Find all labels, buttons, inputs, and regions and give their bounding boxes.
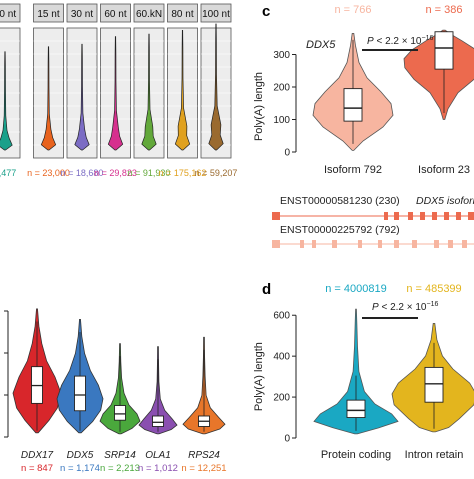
exon <box>412 240 417 248</box>
n-label: n = 23,000 <box>27 168 70 178</box>
exon <box>312 240 316 248</box>
x-category-label: DDX17 <box>21 450 54 461</box>
exon <box>434 240 439 248</box>
y-tick-label: 100 <box>273 115 290 126</box>
exon <box>456 212 461 220</box>
gene-isoform-label: DDX5 isoform <box>416 195 474 207</box>
box <box>434 31 454 70</box>
violin-shape <box>0 51 13 151</box>
violin-shape <box>74 43 90 151</box>
box <box>114 405 126 421</box>
n-label: 1,477 <box>0 168 16 178</box>
violin-shape <box>403 29 474 120</box>
y-tick-label: 200 <box>273 83 290 94</box>
box <box>343 88 363 122</box>
violin-shape <box>107 36 124 151</box>
exon <box>272 212 280 220</box>
x-category-label: SRP14 <box>104 450 136 461</box>
exon <box>468 212 474 220</box>
n-label: n = 485399 <box>406 283 461 295</box>
x-category-label: RPS24 <box>188 450 220 461</box>
facet-strip <box>133 3 165 23</box>
n-label: n = 386 <box>425 4 462 16</box>
exon <box>272 240 280 248</box>
facet-label: 100 nt <box>202 9 230 20</box>
facet-strip <box>167 3 198 23</box>
track-label: ENST00000225792 (792) <box>280 224 400 236</box>
violin-shape <box>141 33 157 151</box>
x-category-label: Isoform 792 <box>324 164 382 176</box>
box <box>424 366 444 403</box>
facet-strip <box>66 3 98 23</box>
n-label: n = 29,823 <box>94 168 137 178</box>
violin-shape <box>40 46 57 151</box>
x-category-label: Protein coding <box>321 449 391 461</box>
panel-d-letter: d <box>262 281 271 298</box>
exon <box>420 212 425 220</box>
facet-label: 80 nt <box>171 9 193 20</box>
facet-strip <box>200 3 232 23</box>
track-label: ENST00000581230 (230) <box>280 195 400 207</box>
exon <box>448 240 453 248</box>
violin-shape <box>174 29 191 151</box>
n-label: n = 766 <box>334 4 371 16</box>
panel-c-letter: c <box>262 3 270 20</box>
facet-strip <box>100 3 131 23</box>
gene-tracks: ENST00000581230 (230) ENST00000225792 (79… <box>272 195 474 248</box>
facet-label: 60 nt <box>104 9 126 20</box>
y-tick-label: 600 <box>273 311 290 322</box>
n-label: n = 1,174 <box>60 463 100 474</box>
n-label: n = 18,680 <box>61 168 104 178</box>
exon <box>300 240 304 248</box>
x-category-label: Intron retain <box>405 449 464 461</box>
panel-c: c 0 100 200 300 Poly(A) length DDX5 Isoform 79… <box>253 3 474 176</box>
y-tick-label: 200 <box>273 393 290 404</box>
facet-label: 10 nt <box>0 9 16 20</box>
panel-d: d 0 200 400 600 Poly(A) length Protein coding… <box>253 281 474 461</box>
y-tick-label: 300 <box>273 50 290 61</box>
y-axis-label: Poly(A) length <box>253 342 265 411</box>
exon <box>408 212 413 220</box>
p-value-label: P < 2.2 × 10−16 <box>367 35 433 47</box>
facet-strip <box>0 3 21 23</box>
p-value-label: P < 2.2 × 10−16 <box>372 301 438 313</box>
n-label: n = 91,930 <box>128 168 171 178</box>
exon <box>394 240 399 248</box>
facet-label: 30 nt <box>71 9 93 20</box>
box <box>346 399 366 418</box>
exon <box>378 240 382 248</box>
exon <box>332 240 337 248</box>
gene-name: DDX5 <box>306 39 336 51</box>
x-category-label: DDX5 <box>67 450 94 461</box>
n-label: n = 4000819 <box>325 283 386 295</box>
exon <box>384 212 388 220</box>
panel-top-left: 10 nt 1,477 15 nt n = 23,000 30 nt n = 18,680… <box>0 3 238 178</box>
exon <box>394 212 399 220</box>
facet-strip <box>33 3 64 23</box>
panel-bottom-left: DDX17 n = 847 DDX5 n = 1,174 SRP14 n = 2,213 O… <box>4 308 227 474</box>
n-label: n = 847 <box>21 463 53 474</box>
facet-label: 15 nt <box>37 9 59 20</box>
box <box>74 375 86 412</box>
y-axis-label: Poly(A) length <box>253 72 265 141</box>
n-label: n = 2,213 <box>100 463 140 474</box>
n-label: n = 12,251 <box>181 463 226 474</box>
n-label: n = 59,207 <box>195 168 238 178</box>
n-label: n = 175,162 <box>159 168 207 178</box>
violin-shape <box>313 308 399 435</box>
y-tick-label: 0 <box>284 434 290 445</box>
exon <box>444 212 449 220</box>
n-label: n = 1,012 <box>138 463 178 474</box>
x-category-label: Isoform 23 <box>418 164 470 176</box>
y-tick-label: 400 <box>273 352 290 363</box>
x-category-label: OLA1 <box>145 450 171 461</box>
y-tick-label: 0 <box>284 148 290 159</box>
facet-label: 60.kN <box>136 9 162 20</box>
violin-shape <box>208 23 224 151</box>
exon <box>358 240 362 248</box>
exon <box>462 240 467 248</box>
box <box>152 415 164 427</box>
exon <box>432 212 437 220</box>
